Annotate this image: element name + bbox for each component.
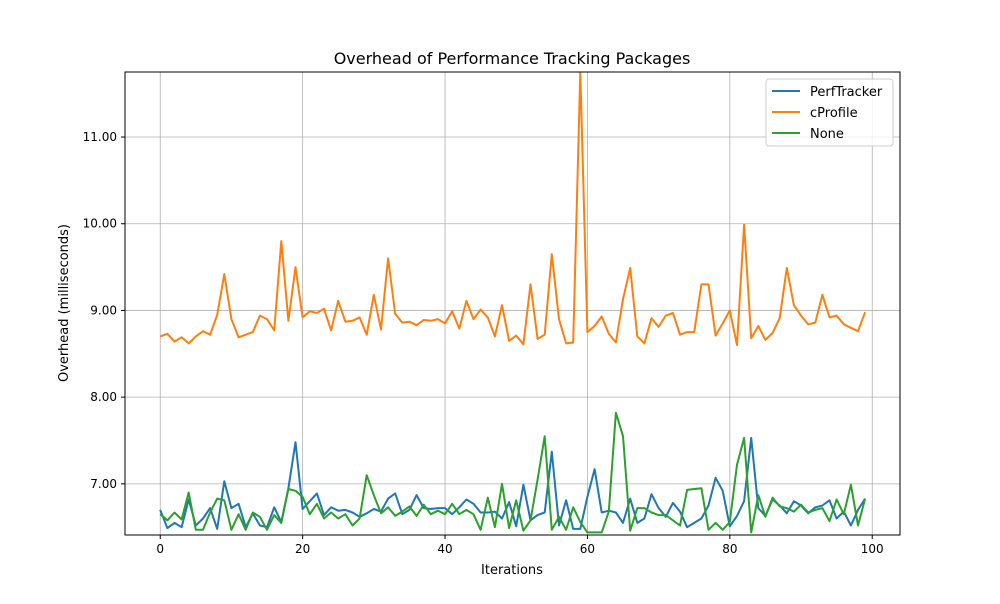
series-line-none [159,411,867,534]
legend-label: PerfTracker [810,85,883,100]
y-tick-label: 11.00 [83,130,117,144]
grid [125,72,900,535]
series-lines [159,72,867,534]
y-tick-label: 9.00 [90,303,117,317]
legend-label: None [810,127,844,142]
axes-frame [124,71,901,536]
x-tick-label: 80 [722,542,737,556]
x-tick-label: 20 [295,542,310,556]
series-line-cprofile [159,72,867,347]
legend: PerfTracker cProfile None [765,78,894,147]
y-tick-label: 8.00 [90,390,117,404]
legend-box [765,78,894,147]
y-axis-label: Overhead (milliseconds) [57,224,72,382]
y-tick-label: 10.00 [83,217,117,231]
chart-title: Overhead of Performance Tracking Package… [334,49,691,68]
y-tick-label: 7.00 [90,477,117,491]
ticks: 0 20 40 60 80 100 7.00 8.00 9.00 10.00 11.00 [83,130,884,556]
x-tick-label: 100 [861,542,884,556]
x-tick-label: 0 [156,542,164,556]
legend-label: cProfile [810,106,858,121]
x-axis-label: Iterations [481,563,543,578]
x-tick-label: 60 [580,542,595,556]
x-tick-label: 40 [437,542,452,556]
